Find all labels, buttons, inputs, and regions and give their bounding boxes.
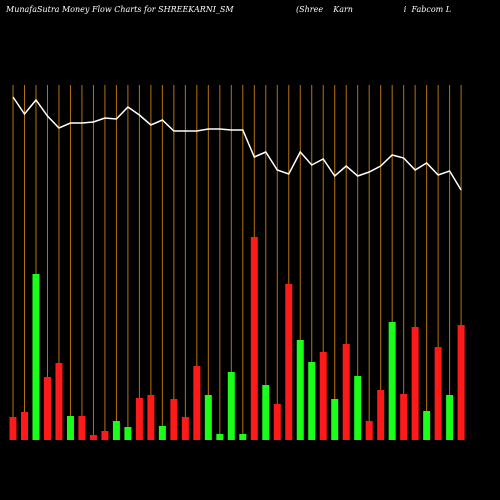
bar [285,284,293,440]
bar [250,237,258,440]
bar [227,372,235,440]
bar [354,376,362,440]
bar [89,435,97,440]
bar [434,347,442,440]
bar [216,434,224,440]
chart-title: MunafaSutra Money Flow Charts for SHREEK… [5,5,234,14]
bar [170,399,178,440]
bar [400,394,408,440]
bar [135,398,143,440]
bar [296,340,304,440]
bar [411,327,419,440]
bar [308,362,316,440]
chart-subtitle: (Shree Karn i Fabcom L [296,5,451,14]
bar [9,417,17,440]
bar [78,416,86,440]
bar [158,426,166,440]
bar [204,395,212,440]
bar [331,399,339,440]
bar [446,395,454,440]
bar [20,412,28,440]
bar [377,390,385,440]
price-line [12,96,462,191]
bar [365,421,373,440]
bar [388,322,396,440]
bar [319,352,327,440]
bar [193,366,201,440]
bar [147,395,155,440]
bar [457,325,465,440]
bar [262,385,270,440]
bar [181,417,189,440]
bar [112,421,120,440]
bar [124,427,132,440]
bar [239,434,247,440]
bar [342,344,350,440]
bar [43,377,51,440]
bar [55,363,63,440]
bar [423,411,431,440]
bar [101,431,109,440]
bar [32,274,40,440]
bar [66,416,74,440]
bar [273,404,281,440]
